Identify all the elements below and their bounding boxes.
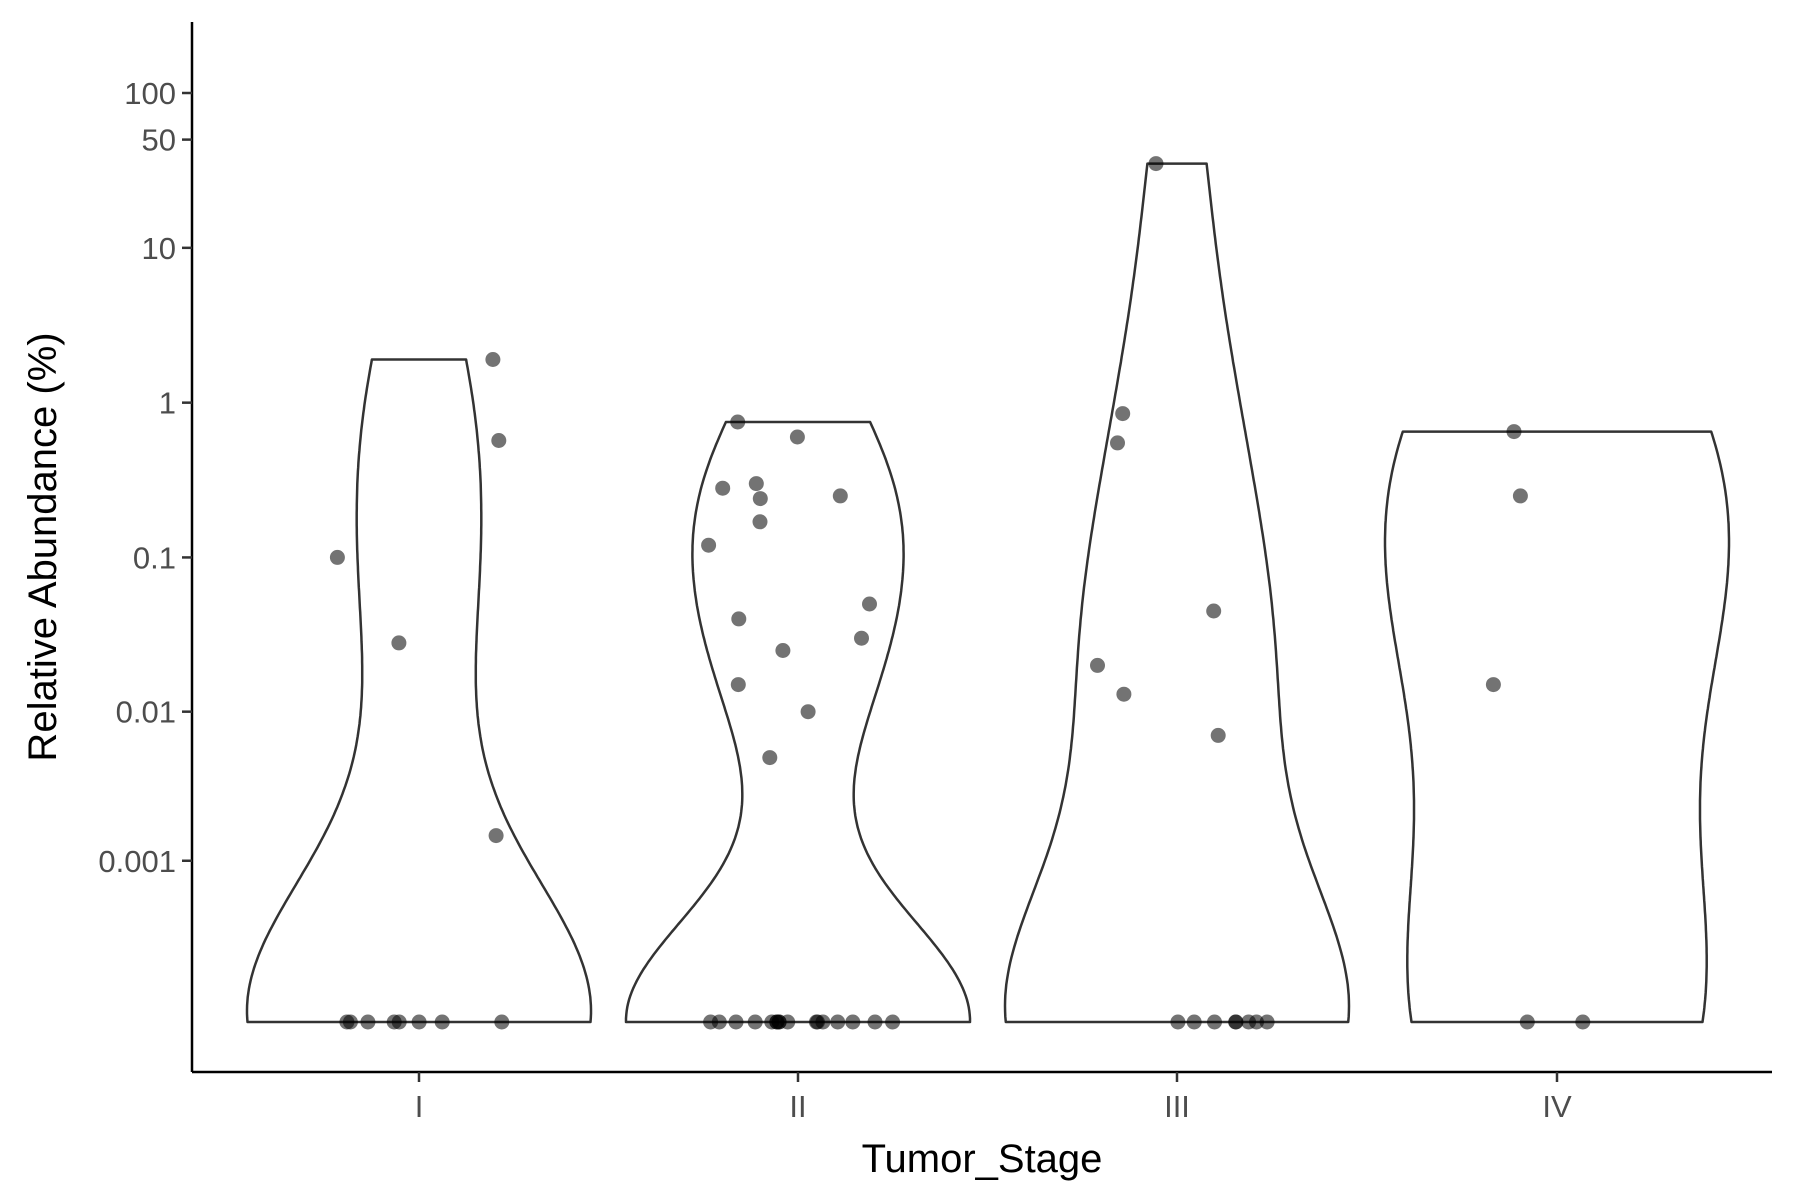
data-point bbox=[715, 480, 731, 496]
data-point bbox=[339, 1014, 355, 1030]
data-point bbox=[730, 677, 746, 693]
y-tick-label: 1 bbox=[159, 386, 176, 421]
data-point bbox=[329, 549, 345, 565]
data-point bbox=[1186, 1014, 1202, 1030]
data-point bbox=[488, 828, 504, 844]
x-axis-title: Tumor_Stage bbox=[862, 1137, 1103, 1181]
data-point bbox=[1207, 1014, 1222, 1030]
data-point bbox=[730, 414, 746, 430]
violin-III bbox=[1003, 162, 1351, 1024]
x-tick-label: III bbox=[1164, 1089, 1190, 1124]
data-point bbox=[867, 1014, 883, 1030]
x-tick-label: I bbox=[415, 1089, 424, 1124]
data-point bbox=[830, 1014, 846, 1030]
data-point bbox=[1512, 488, 1528, 504]
data-point bbox=[1519, 1014, 1535, 1030]
y-tick-label: 0.01 bbox=[116, 695, 176, 730]
violin-layer bbox=[245, 162, 1731, 1024]
data-point bbox=[832, 488, 848, 504]
data-point bbox=[771, 1014, 787, 1030]
data-point bbox=[752, 514, 768, 530]
y-axis: 0.001 0.01 0.1 1 10 50 100 bbox=[98, 22, 194, 1072]
point-layer bbox=[329, 156, 1591, 1030]
data-point bbox=[1110, 435, 1125, 451]
data-point bbox=[789, 429, 805, 445]
violin-II bbox=[624, 420, 972, 1024]
data-point bbox=[1115, 406, 1131, 422]
data-point bbox=[1210, 727, 1226, 743]
violin-I bbox=[245, 358, 593, 1024]
data-point bbox=[1485, 677, 1501, 693]
data-point bbox=[1575, 1014, 1591, 1030]
data-point bbox=[845, 1014, 861, 1030]
data-point bbox=[434, 1014, 450, 1030]
data-point bbox=[703, 1014, 719, 1030]
y-tick-label: 0.001 bbox=[98, 844, 176, 879]
data-point bbox=[1506, 424, 1522, 440]
data-point bbox=[808, 1014, 824, 1030]
data-point bbox=[701, 537, 717, 553]
data-point bbox=[494, 1014, 510, 1030]
data-point bbox=[748, 476, 764, 492]
y-axis-title: Relative Abundance (%) bbox=[21, 332, 65, 761]
y-tick-label: 50 bbox=[142, 123, 176, 158]
data-point bbox=[411, 1014, 427, 1030]
data-point bbox=[862, 596, 877, 612]
data-point bbox=[391, 1014, 407, 1030]
data-point bbox=[731, 611, 747, 627]
data-point bbox=[752, 491, 768, 507]
data-point bbox=[1170, 1014, 1186, 1030]
data-point bbox=[1241, 1014, 1257, 1030]
data-point bbox=[775, 643, 791, 658]
data-point bbox=[728, 1014, 744, 1030]
data-point bbox=[485, 352, 501, 367]
data-point bbox=[762, 750, 778, 766]
data-point bbox=[391, 635, 407, 651]
data-point bbox=[1116, 686, 1132, 702]
data-point bbox=[360, 1014, 376, 1030]
data-point bbox=[800, 704, 816, 720]
data-point bbox=[1206, 603, 1222, 619]
y-tick-label: 10 bbox=[142, 231, 176, 266]
data-point bbox=[1148, 156, 1164, 172]
data-point bbox=[1259, 1014, 1275, 1030]
data-point bbox=[491, 433, 507, 448]
data-point bbox=[747, 1014, 763, 1030]
data-point bbox=[885, 1014, 901, 1030]
y-tick-label: 100 bbox=[124, 76, 176, 111]
data-point bbox=[1228, 1014, 1244, 1030]
x-tick-label: II bbox=[789, 1089, 806, 1124]
y-tick-label: 0.1 bbox=[133, 540, 176, 575]
violin-IV bbox=[1383, 430, 1731, 1024]
x-axis: I II III IV bbox=[192, 1070, 1772, 1124]
data-point bbox=[854, 630, 869, 646]
data-point bbox=[1090, 657, 1105, 673]
x-tick-label: IV bbox=[1542, 1089, 1572, 1124]
